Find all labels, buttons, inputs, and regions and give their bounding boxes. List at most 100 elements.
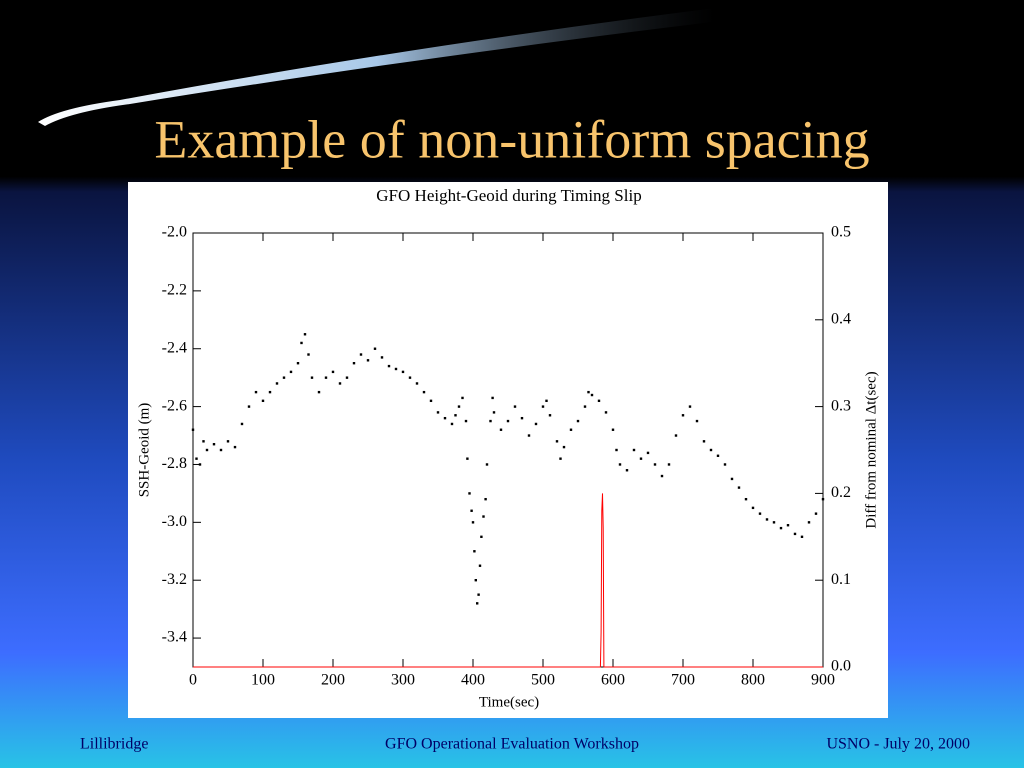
data-point xyxy=(618,463,622,466)
data-point xyxy=(786,524,790,527)
data-point xyxy=(254,390,258,394)
data-point xyxy=(625,469,629,472)
data-point xyxy=(289,370,293,374)
data-point xyxy=(473,550,476,553)
data-point xyxy=(317,390,321,394)
data-point xyxy=(695,419,699,423)
data-point xyxy=(597,399,601,403)
x-tick-label: 100 xyxy=(251,672,275,689)
x-tick-label: 900 xyxy=(811,672,835,689)
data-point xyxy=(660,474,664,478)
y-tick-label: -3.0 xyxy=(162,513,187,530)
y2-tick-label: 0.4 xyxy=(831,310,851,327)
data-point xyxy=(646,451,650,455)
data-point xyxy=(436,411,440,414)
data-point xyxy=(513,405,517,408)
data-point xyxy=(307,353,310,356)
data-point xyxy=(480,535,483,538)
data-point xyxy=(268,390,272,394)
data-point xyxy=(296,362,300,365)
data-point xyxy=(583,405,587,408)
data-point xyxy=(457,405,461,408)
data-point xyxy=(466,457,469,460)
x-tick-label: 500 xyxy=(531,672,555,689)
x-tick-label: 700 xyxy=(671,672,695,689)
data-point xyxy=(380,356,384,359)
data-point xyxy=(779,526,783,530)
data-point xyxy=(730,477,734,481)
y2-tick-label: 0.5 xyxy=(831,224,851,241)
data-point xyxy=(793,532,797,536)
data-point xyxy=(615,448,618,452)
data-point xyxy=(709,448,713,452)
data-point xyxy=(611,428,615,431)
data-point xyxy=(632,448,636,452)
y-tick-label: -2.8 xyxy=(162,455,187,472)
data-point xyxy=(226,440,230,443)
data-point xyxy=(275,382,279,385)
data-point xyxy=(520,416,524,420)
data-point xyxy=(443,416,447,420)
data-point xyxy=(765,518,769,521)
timing-diff-line xyxy=(193,493,823,668)
footer-center: GFO Operational Evaluation Workshop xyxy=(385,736,639,753)
data-point xyxy=(191,428,195,431)
chart-panel xyxy=(128,182,888,718)
data-point xyxy=(205,448,209,452)
data-point xyxy=(454,414,457,417)
data-point xyxy=(751,506,755,510)
y-axis-label: SSH-Geoid (m) xyxy=(136,403,152,498)
footer-left: Lillibridge xyxy=(80,736,148,753)
data-point xyxy=(688,405,692,408)
data-point xyxy=(545,399,548,403)
data-point xyxy=(303,333,307,336)
data-point xyxy=(310,376,314,379)
x-tick-label: 0 xyxy=(189,672,197,689)
data-point xyxy=(195,457,198,460)
data-point xyxy=(702,440,706,443)
data-point xyxy=(485,463,489,466)
data-point xyxy=(590,393,594,397)
data-point xyxy=(233,445,237,449)
data-point xyxy=(541,405,545,408)
data-point xyxy=(559,457,562,460)
data-point xyxy=(576,419,580,423)
data-point xyxy=(800,535,804,538)
x-tick-label: 400 xyxy=(461,672,485,689)
data-point xyxy=(758,512,762,515)
data-point xyxy=(807,521,811,524)
data-point xyxy=(639,457,643,460)
chart-title: GFO Height-Geoid during Timing Slip xyxy=(376,186,641,205)
data-point xyxy=(247,405,251,408)
data-point xyxy=(464,419,468,423)
data-point xyxy=(604,411,608,414)
y2-tick-label: 0.0 xyxy=(831,658,851,675)
y-tick-label: -2.4 xyxy=(162,339,187,356)
data-point xyxy=(470,509,473,512)
data-point xyxy=(772,521,776,524)
data-point xyxy=(653,463,657,466)
data-point xyxy=(534,422,538,426)
data-point xyxy=(324,376,328,379)
data-point xyxy=(482,515,485,518)
data-point xyxy=(548,414,552,417)
data-point xyxy=(352,362,356,365)
data-point xyxy=(468,492,471,495)
data-point xyxy=(499,428,503,431)
data-point xyxy=(408,376,412,379)
y-tick-label: -3.2 xyxy=(162,571,187,588)
data-point xyxy=(198,463,202,466)
data-point xyxy=(373,347,377,350)
x-axis-label: Time(sec) xyxy=(479,694,539,710)
data-point xyxy=(387,364,391,368)
decorative-swoosh xyxy=(38,8,715,126)
data-point xyxy=(814,512,818,515)
data-point xyxy=(555,440,559,443)
data-point xyxy=(587,390,590,394)
data-point xyxy=(492,411,496,414)
data-point xyxy=(562,445,566,449)
data-point xyxy=(359,353,363,356)
data-point xyxy=(212,443,216,446)
